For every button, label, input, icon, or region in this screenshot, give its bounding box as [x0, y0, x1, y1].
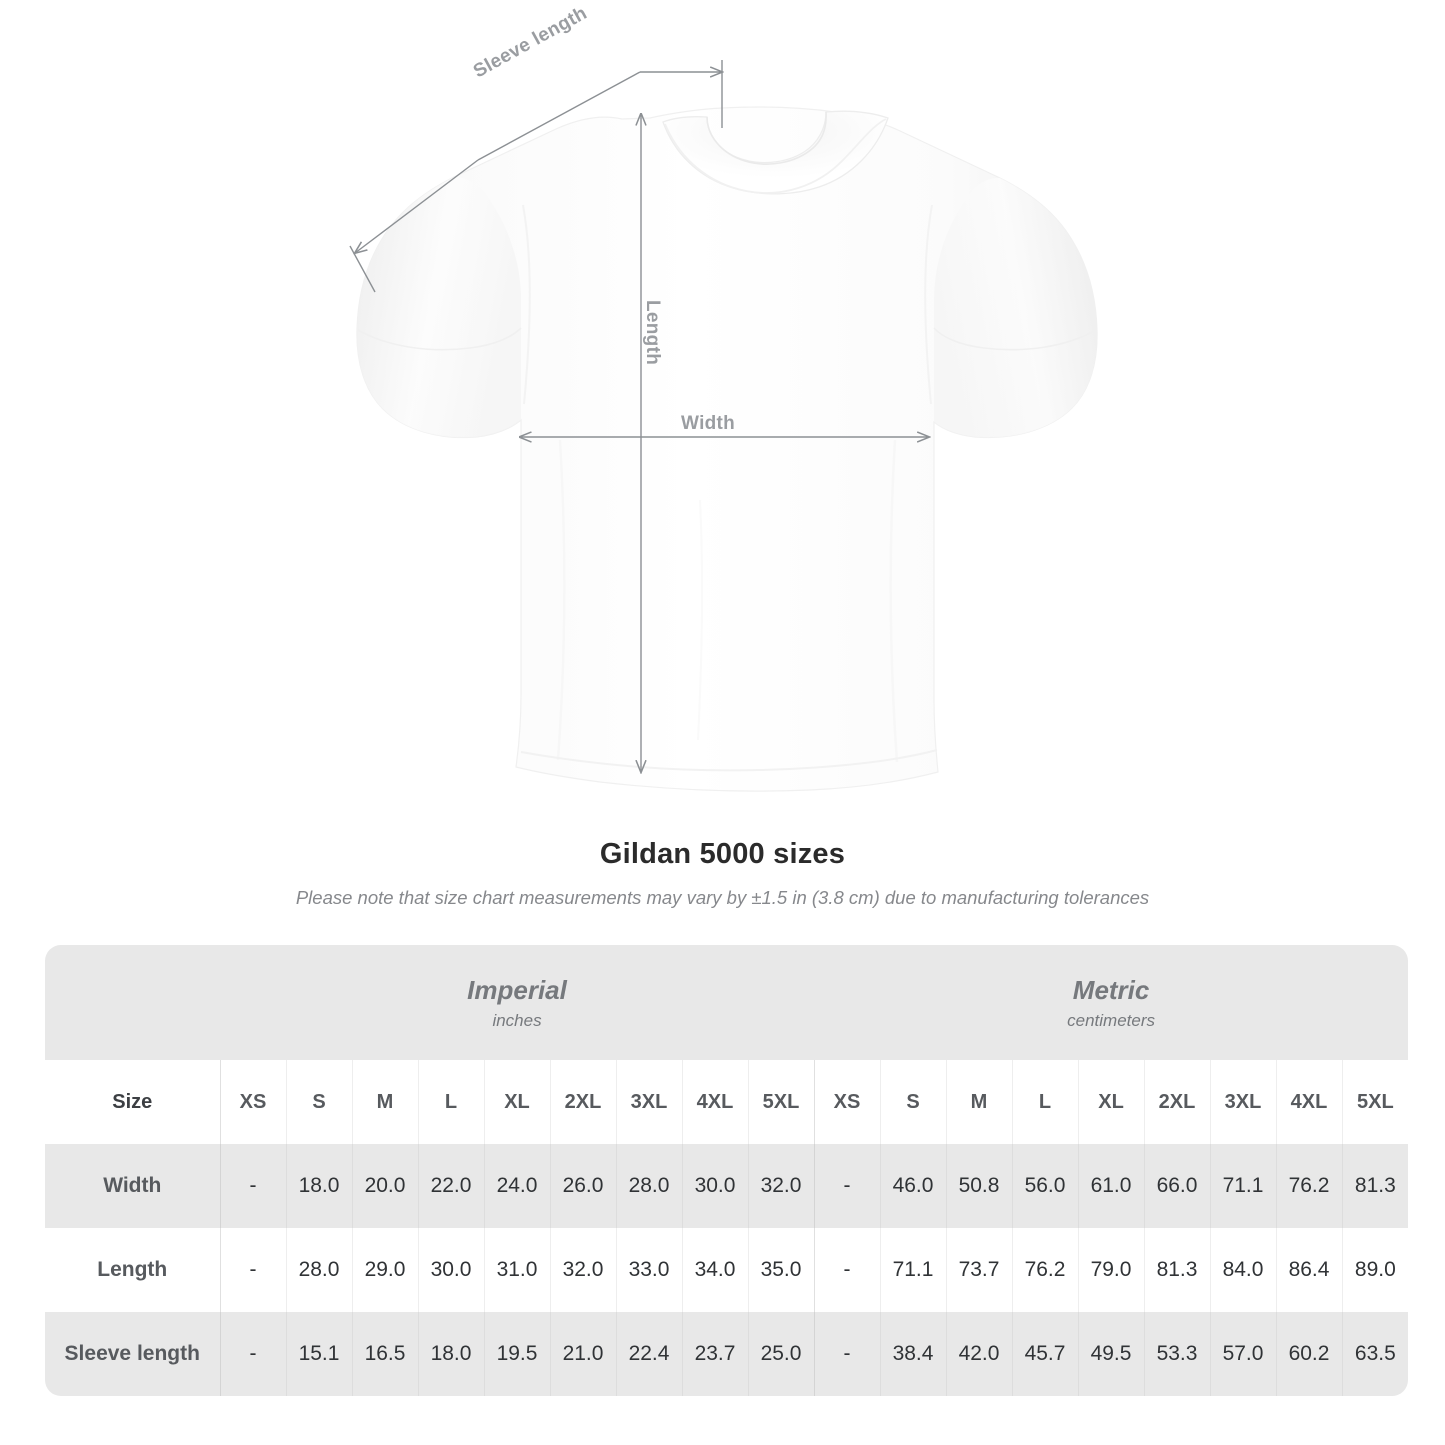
size-header-metric-l: L — [1011, 1060, 1079, 1144]
cell-length-imperial-2xl: 32.0 — [549, 1228, 616, 1312]
cell-width-metric-xs: - — [813, 1144, 881, 1228]
cell-width-metric-xl: 61.0 — [1077, 1144, 1145, 1228]
unit-group-imperial-name: Imperial — [467, 974, 567, 1005]
cell-length-imperial-xs: - — [219, 1228, 286, 1312]
cell-sleeve-metric-4xl: 60.2 — [1275, 1312, 1343, 1396]
tshirt-illustration — [349, 60, 1098, 792]
cell-sleeve-imperial-m: 16.5 — [351, 1312, 418, 1396]
cell-width-imperial-4xl: 30.0 — [681, 1144, 748, 1228]
unit-group-metric-unit: centimeters — [1067, 1011, 1156, 1031]
cell-sleeve-imperial-xs: - — [219, 1312, 286, 1396]
size-header-metric-3xl: 3XL — [1209, 1060, 1277, 1144]
cell-length-metric-m: 73.7 — [945, 1228, 1013, 1312]
cell-width-metric-2xl: 66.0 — [1143, 1144, 1211, 1228]
table-row-length: Length - 28.0 29.0 30.0 31.0 32.0 33.0 3… — [45, 1228, 1409, 1312]
cell-length-imperial-5xl: 35.0 — [747, 1228, 815, 1312]
cell-sleeve-imperial-4xl: 23.7 — [681, 1312, 748, 1396]
row-label-width: Width — [45, 1144, 220, 1228]
size-header-label: Size — [45, 1060, 220, 1144]
cell-sleeve-metric-2xl: 53.3 — [1143, 1312, 1211, 1396]
cell-width-metric-l: 56.0 — [1011, 1144, 1079, 1228]
unit-group-metric-name: Metric — [1072, 974, 1150, 1005]
cell-width-metric-5xl: 81.3 — [1341, 1144, 1409, 1228]
size-header-metric-5xl: 5XL — [1341, 1060, 1409, 1144]
cell-length-metric-s: 71.1 — [879, 1228, 947, 1312]
cell-length-metric-2xl: 81.3 — [1143, 1228, 1211, 1312]
row-label-length: Length — [45, 1228, 220, 1312]
size-header-imperial-xl: XL — [483, 1060, 550, 1144]
unit-group-metric: Metric centimeters — [814, 945, 1409, 1060]
size-header-imperial-l: L — [417, 1060, 484, 1144]
cell-sleeve-imperial-l: 18.0 — [417, 1312, 484, 1396]
unit-banner-spacer — [45, 945, 220, 1060]
row-label-sleeve-length: Sleeve length — [45, 1312, 220, 1396]
page-title: Gildan 5000 sizes — [599, 838, 846, 870]
size-header-row: Size XS S M L XL 2XL 3XL 4XL 5XL XS S M … — [45, 1060, 1409, 1144]
cell-width-metric-m: 50.8 — [945, 1144, 1013, 1228]
cell-length-metric-xl: 79.0 — [1077, 1228, 1145, 1312]
title-block: Gildan 5000 sizes Please note that size … — [0, 838, 1445, 909]
tolerance-note: Please note that size chart measurements… — [295, 887, 1150, 908]
tshirt-shape — [356, 106, 1098, 792]
cell-sleeve-metric-xl: 49.5 — [1077, 1312, 1145, 1396]
sleeve-length-dimension — [349, 60, 722, 293]
cell-sleeve-imperial-2xl: 21.0 — [549, 1312, 616, 1396]
table-row-width: Width - 18.0 20.0 22.0 24.0 26.0 28.0 30… — [45, 1144, 1409, 1228]
cell-width-imperial-2xl: 26.0 — [549, 1144, 616, 1228]
length-label: Length — [642, 300, 663, 366]
unit-banner-row: Imperial inches Metric centimeters — [45, 945, 1409, 1060]
size-header-imperial-3xl: 3XL — [615, 1060, 682, 1144]
cell-sleeve-imperial-5xl: 25.0 — [747, 1312, 815, 1396]
size-header-imperial-4xl: 4XL — [681, 1060, 748, 1144]
cell-width-imperial-l: 22.0 — [417, 1144, 484, 1228]
size-header-imperial-2xl: 2XL — [549, 1060, 616, 1144]
cell-sleeve-metric-xs: - — [813, 1312, 881, 1396]
cell-sleeve-metric-5xl: 63.5 — [1341, 1312, 1409, 1396]
table-row-sleeve-length: Sleeve length - 15.1 16.5 18.0 19.5 21.0… — [45, 1312, 1409, 1396]
cell-width-imperial-3xl: 28.0 — [615, 1144, 682, 1228]
cell-sleeve-imperial-3xl: 22.4 — [615, 1312, 682, 1396]
cell-sleeve-imperial-xl: 19.5 — [483, 1312, 550, 1396]
size-header-metric-xl: XL — [1077, 1060, 1145, 1144]
cell-length-metric-4xl: 86.4 — [1275, 1228, 1343, 1312]
cell-sleeve-metric-3xl: 57.0 — [1209, 1312, 1277, 1396]
cell-length-imperial-l: 30.0 — [417, 1228, 484, 1312]
cell-width-metric-s: 46.0 — [879, 1144, 947, 1228]
cell-width-imperial-s: 18.0 — [285, 1144, 352, 1228]
cell-width-imperial-5xl: 32.0 — [747, 1144, 815, 1228]
size-header-metric-s: S — [879, 1060, 947, 1144]
size-header-metric-xs: XS — [813, 1060, 881, 1144]
cell-width-imperial-m: 20.0 — [351, 1144, 418, 1228]
size-header-metric-4xl: 4XL — [1275, 1060, 1343, 1144]
size-header-imperial-5xl: 5XL — [747, 1060, 815, 1144]
cell-length-imperial-s: 28.0 — [285, 1228, 352, 1312]
cell-sleeve-imperial-s: 15.1 — [285, 1312, 352, 1396]
size-chart-table: Imperial inches Metric centimeters Size … — [45, 945, 1409, 1396]
cell-width-metric-3xl: 71.1 — [1209, 1144, 1277, 1228]
cell-length-metric-xs: - — [813, 1228, 881, 1312]
unit-group-imperial-unit: inches — [492, 1011, 542, 1031]
cell-length-imperial-4xl: 34.0 — [681, 1228, 748, 1312]
unit-group-imperial: Imperial inches — [220, 945, 815, 1060]
size-header-metric-2xl: 2XL — [1143, 1060, 1211, 1144]
cell-length-imperial-3xl: 33.0 — [615, 1228, 682, 1312]
size-header-imperial-s: S — [285, 1060, 352, 1144]
cell-sleeve-metric-s: 38.4 — [879, 1312, 947, 1396]
size-header-metric-m: M — [945, 1060, 1013, 1144]
cell-length-imperial-xl: 31.0 — [483, 1228, 550, 1312]
width-label: Width — [681, 413, 736, 434]
cell-length-metric-l: 76.2 — [1011, 1228, 1079, 1312]
cell-width-imperial-xl: 24.0 — [483, 1144, 550, 1228]
cell-width-imperial-xs: - — [219, 1144, 286, 1228]
cell-sleeve-metric-l: 45.7 — [1011, 1312, 1079, 1396]
cell-length-metric-3xl: 84.0 — [1209, 1228, 1277, 1312]
cell-width-metric-4xl: 76.2 — [1275, 1144, 1343, 1228]
cell-sleeve-metric-m: 42.0 — [945, 1312, 1013, 1396]
size-chart-table-container: Imperial inches Metric centimeters Size … — [45, 945, 1409, 1396]
tshirt-diagram: Sleeve length Length Width — [349, 3, 1098, 792]
cell-length-metric-5xl: 89.0 — [1341, 1228, 1409, 1312]
size-header-imperial-xs: XS — [219, 1060, 286, 1144]
cell-length-imperial-m: 29.0 — [351, 1228, 418, 1312]
size-header-imperial-m: M — [351, 1060, 418, 1144]
